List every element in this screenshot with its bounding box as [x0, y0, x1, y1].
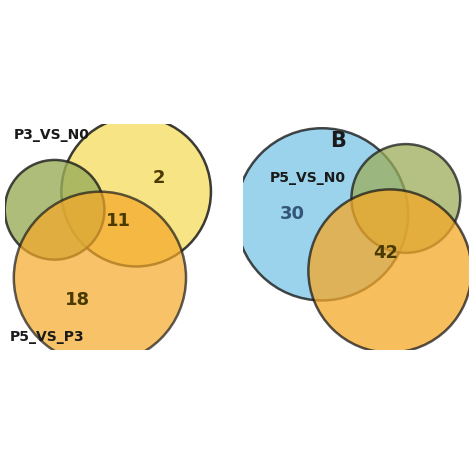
Circle shape: [14, 191, 186, 364]
Text: 30: 30: [280, 205, 305, 223]
Text: B: B: [330, 130, 346, 151]
Text: 18: 18: [64, 292, 90, 310]
Text: 2: 2: [153, 169, 165, 187]
Circle shape: [5, 160, 104, 260]
Text: P3_VS_N0: P3_VS_N0: [14, 128, 90, 142]
Text: 11: 11: [106, 212, 130, 230]
Text: P5_VS_N0: P5_VS_N0: [270, 171, 346, 185]
Text: 42: 42: [373, 244, 398, 262]
Text: P5_VS_P3: P5_VS_P3: [9, 330, 84, 344]
Circle shape: [309, 190, 472, 353]
Circle shape: [351, 144, 460, 253]
Circle shape: [62, 117, 211, 266]
Circle shape: [236, 128, 408, 301]
